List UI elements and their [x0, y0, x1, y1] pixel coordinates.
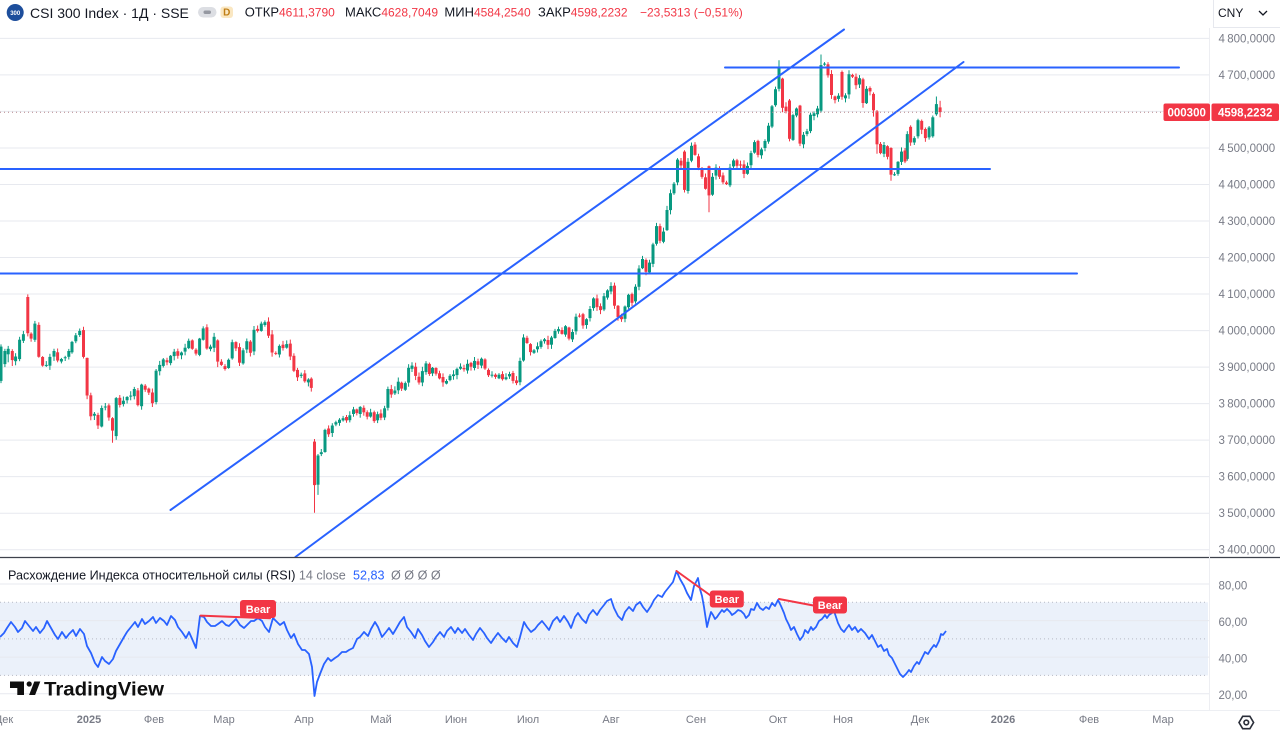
svg-text:Расхождение Индекса относитель: Расхождение Индекса относительной силы (…: [8, 569, 346, 583]
svg-text:3 700,0000: 3 700,0000: [1219, 435, 1276, 447]
svg-text:Апр: Апр: [294, 714, 313, 726]
svg-text:Май: Май: [370, 714, 392, 726]
svg-text:4 700,0000: 4 700,0000: [1219, 70, 1276, 82]
svg-text:Авг: Авг: [602, 714, 619, 726]
svg-text:Дек: Дек: [911, 714, 930, 726]
svg-text:20,00: 20,00: [1219, 690, 1248, 702]
svg-text:Фев: Фев: [1079, 714, 1099, 726]
svg-text:Дек: Дек: [0, 714, 13, 726]
svg-text:4 800,0000: 4 800,0000: [1219, 33, 1276, 45]
svg-text:D: D: [223, 8, 230, 19]
svg-text:3 900,0000: 3 900,0000: [1219, 362, 1276, 374]
svg-text:2025: 2025: [77, 714, 101, 726]
svg-text:300: 300: [10, 11, 21, 17]
svg-text:Bear: Bear: [818, 600, 843, 612]
svg-text:Мар: Мар: [213, 714, 235, 726]
svg-text:4598,2232: 4598,2232: [1218, 108, 1272, 120]
svg-text:000300: 000300: [1168, 108, 1206, 120]
svg-text:МАКС4628,7049: МАКС4628,7049: [345, 5, 438, 20]
svg-text:ОТКР4611,3790: ОТКР4611,3790: [245, 5, 335, 20]
svg-text:Фев: Фев: [144, 714, 164, 726]
svg-text:4 400,0000: 4 400,0000: [1219, 180, 1276, 192]
svg-text:TradingView: TradingView: [44, 680, 164, 701]
svg-text:Июн: Июн: [445, 714, 467, 726]
svg-text:60,00: 60,00: [1219, 617, 1248, 629]
svg-text:4 200,0000: 4 200,0000: [1219, 253, 1276, 265]
svg-text:40,00: 40,00: [1219, 654, 1248, 666]
svg-text:80,00: 80,00: [1219, 581, 1248, 593]
svg-text:ЗАКР4598,2232: ЗАКР4598,2232: [538, 5, 628, 20]
svg-text:4 000,0000: 4 000,0000: [1219, 326, 1276, 338]
svg-text:3 600,0000: 3 600,0000: [1219, 472, 1276, 484]
svg-text:3 400,0000: 3 400,0000: [1219, 545, 1276, 557]
svg-text:Ø Ø Ø Ø: Ø Ø Ø Ø: [391, 569, 441, 583]
svg-text:Bear: Bear: [715, 594, 740, 606]
svg-text:Мар: Мар: [1152, 714, 1174, 726]
svg-text:−23,5313 (−0,51%): −23,5313 (−0,51%): [640, 6, 743, 20]
svg-text:МИН4584,2540: МИН4584,2540: [444, 5, 531, 20]
svg-text:CNY: CNY: [1218, 6, 1243, 20]
svg-text:3 800,0000: 3 800,0000: [1219, 399, 1276, 411]
svg-text:Окт: Окт: [769, 714, 788, 726]
svg-text:52,83: 52,83: [353, 569, 385, 583]
svg-text:Июл: Июл: [517, 714, 539, 726]
svg-text:4 300,0000: 4 300,0000: [1219, 216, 1276, 228]
svg-text:4 100,0000: 4 100,0000: [1219, 289, 1276, 301]
svg-text:4 500,0000: 4 500,0000: [1219, 143, 1276, 155]
svg-text:CSI 300 Index · 1Д · SSE: CSI 300 Index · 1Д · SSE: [30, 5, 189, 21]
svg-text:Ноя: Ноя: [833, 714, 853, 726]
svg-text:2026: 2026: [991, 714, 1015, 726]
svg-text:Сен: Сен: [686, 714, 706, 726]
svg-text:Bear: Bear: [246, 604, 271, 616]
svg-text:3 500,0000: 3 500,0000: [1219, 508, 1276, 520]
